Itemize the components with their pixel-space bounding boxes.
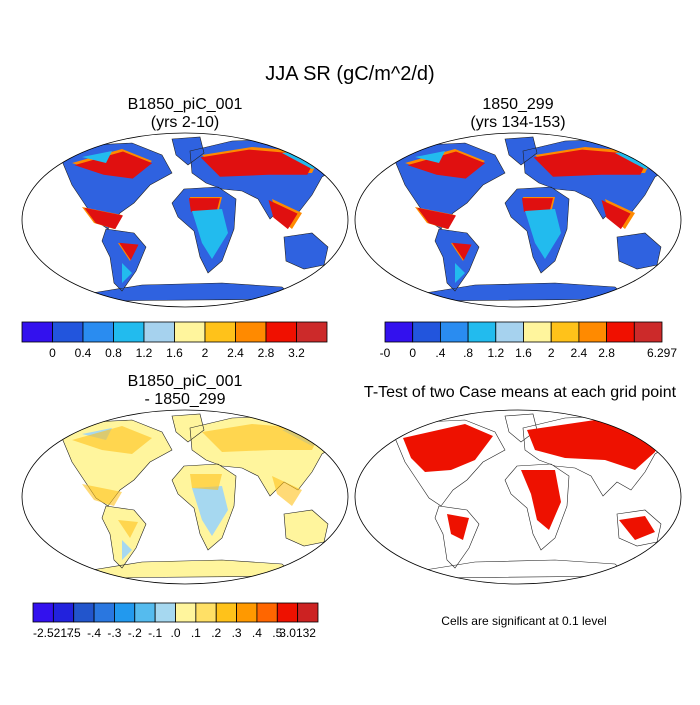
colorbar-label: .0 bbox=[170, 626, 180, 640]
colorbar-swatch bbox=[523, 321, 552, 343]
colorbar-label: 6.297 bbox=[647, 346, 677, 360]
colorbar-label: -0 bbox=[380, 346, 391, 360]
colorbar-label: -2.5217 bbox=[33, 626, 74, 640]
map-panel bbox=[354, 409, 682, 585]
colorbar-label: 2.8 bbox=[258, 346, 275, 360]
colorbar-swatch bbox=[297, 602, 319, 623]
colorbar-label: 2.8 bbox=[598, 346, 615, 360]
colorbar-swatch bbox=[82, 321, 114, 343]
colorbar-label: .8 bbox=[463, 346, 473, 360]
colorbar-swatch bbox=[93, 602, 115, 623]
colorbar-swatch bbox=[296, 321, 328, 343]
colorbar-swatch bbox=[578, 321, 608, 343]
panel-title: T-Test of two Case means at each grid po… bbox=[364, 384, 677, 401]
colorbar-label: -.3 bbox=[107, 626, 121, 640]
colorbar-label: 1.6 bbox=[515, 346, 532, 360]
map-panel bbox=[21, 409, 349, 585]
colorbar-swatch bbox=[633, 321, 663, 343]
colorbar-swatch bbox=[174, 321, 206, 343]
panel-title: B1850_piC_001 bbox=[128, 373, 243, 390]
colorbar-label: 1.2 bbox=[136, 346, 153, 360]
colorbar-label: 2 bbox=[548, 346, 555, 360]
colorbar-swatch bbox=[52, 602, 75, 623]
colorbar-swatch bbox=[236, 602, 258, 623]
colorbar-label: .5 bbox=[272, 626, 282, 640]
colorbar-swatch bbox=[467, 321, 497, 343]
colorbar-swatch bbox=[439, 321, 469, 343]
colorbar-label: 0 bbox=[409, 346, 416, 360]
colorbar-swatch bbox=[32, 602, 54, 623]
colorbar-swatch bbox=[265, 321, 297, 343]
colorbar-label: 3.0132 bbox=[279, 626, 316, 640]
panel-title: - 1850_299 bbox=[145, 391, 226, 408]
colorbar-label: 1.6 bbox=[166, 346, 183, 360]
colorbar-swatch bbox=[134, 602, 156, 623]
colorbar-swatch bbox=[256, 602, 278, 623]
colorbar-swatch bbox=[204, 321, 236, 343]
colorbar-label: 2.4 bbox=[227, 346, 244, 360]
note: Cells are significant at 0.1 level bbox=[441, 614, 606, 628]
colorbar-swatch bbox=[495, 321, 524, 343]
colorbar-label: .4 bbox=[435, 346, 445, 360]
panel-title: 1850_299 bbox=[482, 96, 553, 113]
colorbar-label: .3 bbox=[232, 626, 242, 640]
colorbar-label: 0.8 bbox=[105, 346, 122, 360]
map-panel bbox=[354, 132, 682, 308]
colorbar-swatch bbox=[73, 602, 95, 623]
colorbar-swatch bbox=[550, 321, 580, 343]
colorbar-label: 2.4 bbox=[571, 346, 588, 360]
map-panel bbox=[21, 132, 349, 308]
colorbar-swatch bbox=[606, 321, 635, 343]
colorbar-swatch bbox=[412, 321, 441, 343]
colorbar-label: -.2 bbox=[128, 626, 142, 640]
colorbar-swatch bbox=[154, 602, 176, 623]
colorbar-swatch bbox=[113, 321, 145, 343]
colorbar-label: 0.4 bbox=[75, 346, 92, 360]
panel-title: B1850_piC_001 bbox=[128, 96, 243, 113]
panel-title: (yrs 2-10) bbox=[151, 114, 219, 131]
colorbar-label: 2 bbox=[202, 346, 209, 360]
colorbar-label: .2 bbox=[211, 626, 221, 640]
colorbar-swatch bbox=[52, 321, 84, 343]
colorbar-label: .4 bbox=[252, 626, 262, 640]
colorbar-swatch bbox=[235, 321, 267, 343]
colorbar-swatch bbox=[143, 321, 175, 343]
colorbar-swatch bbox=[276, 602, 299, 623]
colorbar-label: -.4 bbox=[87, 626, 101, 640]
colorbar-label: 3.2 bbox=[288, 346, 305, 360]
colorbar-swatch bbox=[21, 321, 53, 343]
colorbar-label: 1.2 bbox=[487, 346, 504, 360]
colorbar-swatch bbox=[195, 602, 217, 623]
colorbar-label: -.5 bbox=[67, 626, 81, 640]
figure-title: JJA SR (gC/m^2/d) bbox=[265, 63, 434, 85]
colorbar-label: 0 bbox=[49, 346, 56, 360]
colorbar-swatch bbox=[215, 602, 237, 623]
colorbar-swatch bbox=[114, 602, 136, 623]
colorbar-swatch bbox=[175, 602, 197, 623]
colorbar-label: .1 bbox=[191, 626, 201, 640]
colorbar-swatch bbox=[384, 321, 414, 343]
panel-title: (yrs 134-153) bbox=[470, 114, 565, 131]
colorbar-label: -.1 bbox=[148, 626, 162, 640]
